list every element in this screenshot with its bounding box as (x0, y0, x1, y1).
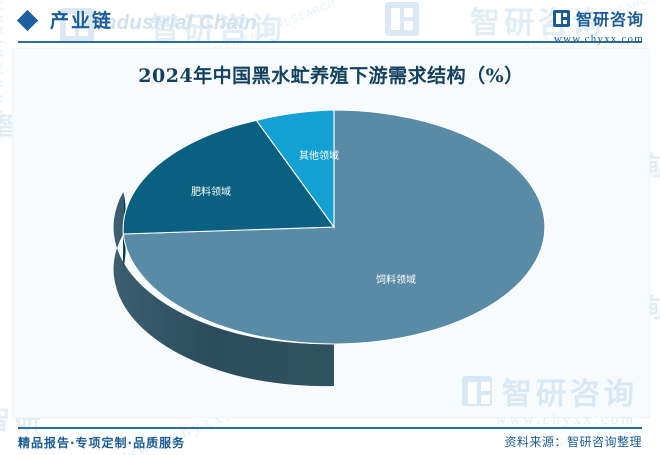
diamond-icon (16, 9, 39, 32)
header-divider (18, 41, 642, 43)
watermark-brand-text: 智研咨询 (502, 377, 638, 412)
brand-url[interactable]: www.chyxx.com (553, 33, 644, 45)
footer-source: 资料来源：智研咨询整理 (504, 435, 642, 449)
pie-group: 饲料领域 肥料领域 其他领域 (113, 109, 546, 387)
section-label-en: Industrial Chain (98, 12, 258, 34)
brand-name: 智研咨询 (575, 10, 644, 29)
page-header: Industrial Chain 产业链 智研咨询 www.chyxx.com (0, 0, 660, 45)
pie-chart: 饲料领域 肥料领域 其他领域 (113, 109, 546, 387)
pie-slice-other (255, 109, 335, 229)
footer-tagline: 精品报告·专项定制·品质服务 (18, 436, 186, 450)
pie-label-fertilizer: 肥料领域 (191, 185, 231, 198)
pie-slice-side-feed (113, 192, 334, 387)
watermark-brand-large: 智研咨询 (462, 369, 638, 413)
footer-divider (18, 427, 642, 429)
section-label: 产业链 (50, 10, 114, 32)
brand-logo-icon (552, 9, 570, 27)
pie-slice-fertilizer (122, 119, 336, 235)
brand-block: 智研咨询 www.chyxx.com (552, 6, 644, 45)
pie-label-other: 其他领域 (299, 149, 339, 162)
watermark-url: www.chyxx.com (495, 412, 636, 428)
watermark-logo-mark (462, 376, 492, 406)
pie-label-feed: 饲料领域 (376, 273, 416, 286)
chart-card: 2024年中国黑水虻养殖下游需求结构（%） (12, 48, 650, 418)
chart-title: 2024年中国黑水虻养殖下游需求结构（%） (138, 65, 524, 87)
